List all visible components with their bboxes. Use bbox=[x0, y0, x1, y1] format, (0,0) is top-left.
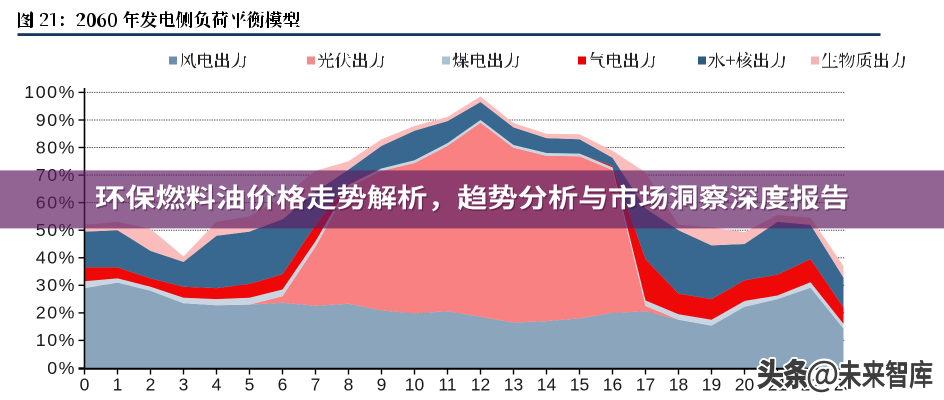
svg-text:7: 7 bbox=[311, 375, 321, 395]
svg-text:5: 5 bbox=[245, 375, 255, 395]
svg-text:19: 19 bbox=[702, 375, 721, 395]
svg-text:9: 9 bbox=[377, 375, 387, 395]
svg-text:2: 2 bbox=[146, 375, 156, 395]
svg-text:40%: 40% bbox=[36, 248, 76, 268]
svg-text:11: 11 bbox=[438, 375, 456, 395]
svg-text:10%: 10% bbox=[36, 330, 76, 350]
svg-text:16: 16 bbox=[603, 375, 622, 395]
svg-text:13: 13 bbox=[504, 375, 523, 395]
svg-text:1: 1 bbox=[113, 375, 123, 395]
svg-text:80%: 80% bbox=[36, 137, 76, 157]
svg-text:17: 17 bbox=[636, 375, 655, 395]
svg-text:6: 6 bbox=[278, 375, 288, 395]
svg-text:15: 15 bbox=[570, 375, 589, 395]
svg-text:10: 10 bbox=[405, 375, 425, 395]
svg-text:3: 3 bbox=[179, 375, 189, 395]
svg-text:18: 18 bbox=[669, 375, 688, 395]
svg-text:0%: 0% bbox=[47, 358, 76, 378]
svg-text:12: 12 bbox=[471, 375, 490, 395]
svg-text:20: 20 bbox=[735, 375, 755, 395]
svg-text:0: 0 bbox=[80, 375, 90, 395]
svg-text:4: 4 bbox=[212, 375, 222, 395]
svg-text:20%: 20% bbox=[36, 303, 76, 323]
svg-text:14: 14 bbox=[537, 375, 557, 395]
svg-text:8: 8 bbox=[344, 375, 354, 395]
svg-text:90%: 90% bbox=[36, 110, 76, 130]
svg-text:100%: 100% bbox=[24, 82, 76, 102]
svg-text:30%: 30% bbox=[36, 275, 76, 295]
